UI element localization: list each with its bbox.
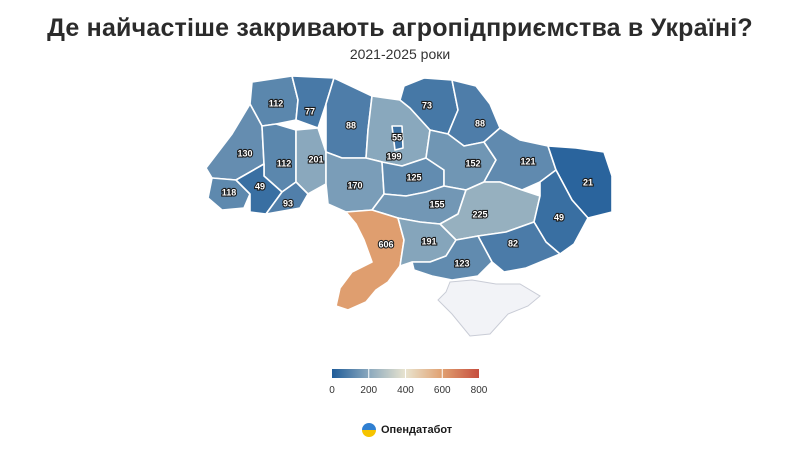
- region-value-odesa: 606: [378, 239, 393, 249]
- region-value-kyiv-city: 55: [392, 132, 402, 142]
- region-chernivtsi[interactable]: [265, 181, 309, 215]
- region-value-vinnytsia: 170: [347, 180, 362, 190]
- region-value-chernivtsi: 93: [283, 198, 293, 208]
- region-value-lviv: 130: [237, 148, 252, 158]
- region-value-kherson: 123: [454, 258, 469, 268]
- region-value-mykolaiv: 191: [421, 236, 436, 246]
- region-value-volyn: 112: [269, 98, 284, 108]
- region-value-cherkasy: 125: [406, 172, 421, 182]
- region-value-kirovohrad: 155: [429, 199, 444, 209]
- legend-tick-label: 200: [360, 385, 377, 396]
- legend-ticks: 0 200 400 600 800: [329, 369, 488, 396]
- opendatabot-logo-icon: [362, 423, 376, 437]
- region-value-khmelnytskyi: 201: [308, 154, 323, 164]
- brand-footer: Опендатабот: [362, 421, 452, 439]
- region-value-kyiv-oblast: 199: [386, 151, 401, 161]
- region-value-zaporizhzhia: 82: [508, 238, 518, 248]
- region-kherson[interactable]: [411, 235, 493, 281]
- region-value-ternopil: 112: [277, 158, 292, 168]
- region-value-rivne: 77: [305, 106, 315, 116]
- legend-tick-label: 400: [397, 385, 414, 396]
- region-zaporizhzhia[interactable]: [477, 221, 561, 273]
- legend-tick-label: 0: [329, 385, 335, 396]
- legend-tick-label: 600: [434, 385, 451, 396]
- map-title: Де найчастіше закривають агропідприємств…: [47, 14, 753, 42]
- legend-tick-label: 800: [471, 385, 488, 396]
- region-value-luhansk: 21: [583, 177, 593, 187]
- region-value-sumy: 88: [475, 118, 485, 128]
- region-donetsk[interactable]: [533, 169, 589, 255]
- region-value-ivano-frankivsk: 49: [255, 181, 265, 191]
- region-value-kharkiv: 121: [520, 156, 535, 166]
- region-crimea[interactable]: [437, 279, 541, 337]
- brand-name: Опендатабот: [381, 424, 453, 436]
- region-kyiv-city[interactable]: [391, 125, 404, 151]
- region-value-donetsk: 49: [554, 212, 564, 222]
- region-value-zakarpattia: 118: [222, 187, 237, 197]
- region-value-dnipropetrovsk: 225: [472, 209, 487, 219]
- region-value-chernihiv: 73: [422, 100, 432, 110]
- region-value-zhytomyr: 88: [346, 120, 356, 130]
- region-value-poltava: 152: [465, 158, 480, 168]
- map-subtitle: 2021-2025 роки: [349, 46, 451, 62]
